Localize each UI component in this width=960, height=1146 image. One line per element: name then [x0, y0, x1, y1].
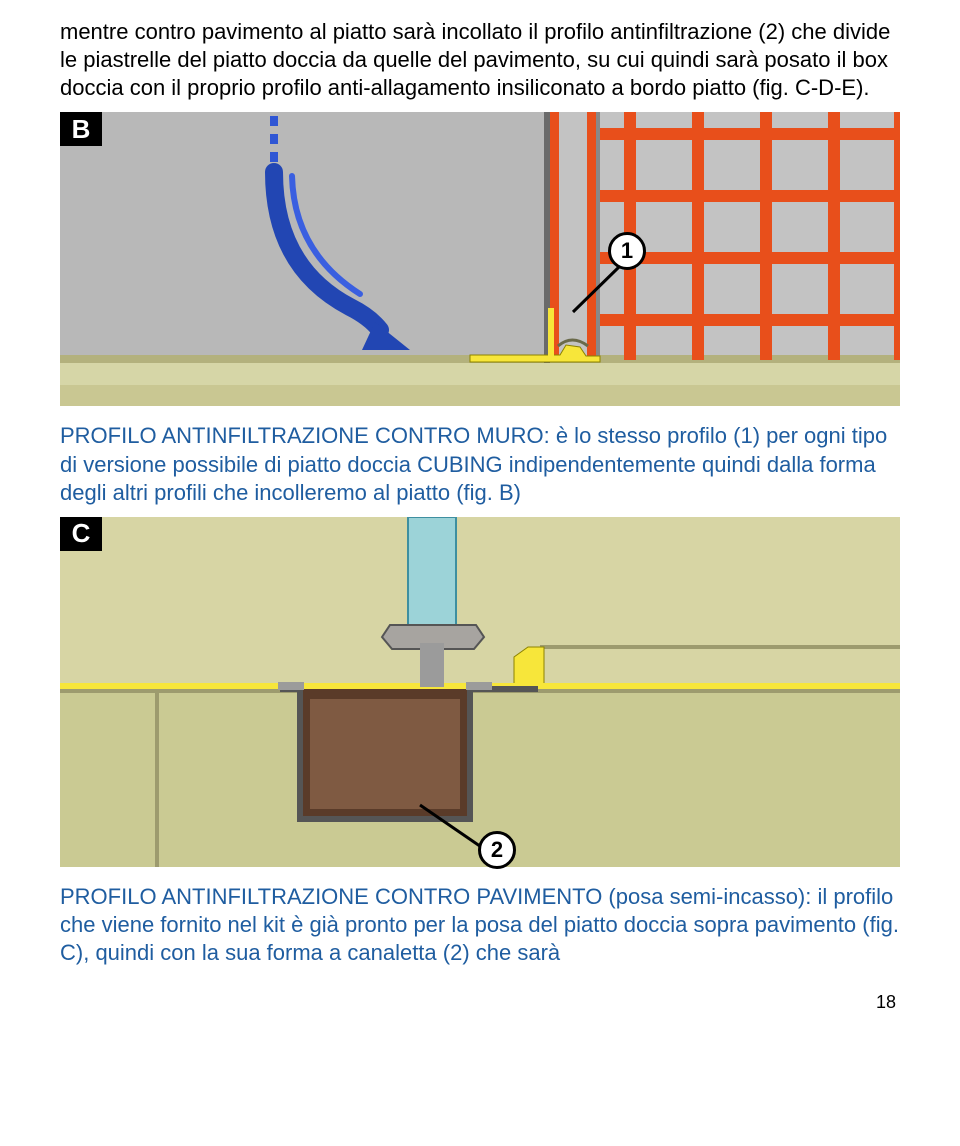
profile-wall-paragraph: PROFILO ANTINFILTRAZIONE CONTRO MURO: è … [60, 422, 900, 506]
figure-c-callout-2: 2 [478, 831, 516, 869]
figure-b-label: B [60, 112, 102, 146]
figure-c-label: C [60, 517, 102, 551]
figure-c-svg [60, 517, 900, 867]
figure-b-svg [60, 112, 900, 406]
figure-c: C 2 [60, 517, 900, 867]
figure-b: B [60, 112, 900, 406]
page-number: 18 [60, 991, 900, 1014]
profile-floor-paragraph: PROFILO ANTINFILTRAZIONE CONTRO PAVIMENT… [60, 883, 900, 967]
intro-paragraph: mentre contro pavimento al piatto sarà i… [60, 18, 900, 102]
